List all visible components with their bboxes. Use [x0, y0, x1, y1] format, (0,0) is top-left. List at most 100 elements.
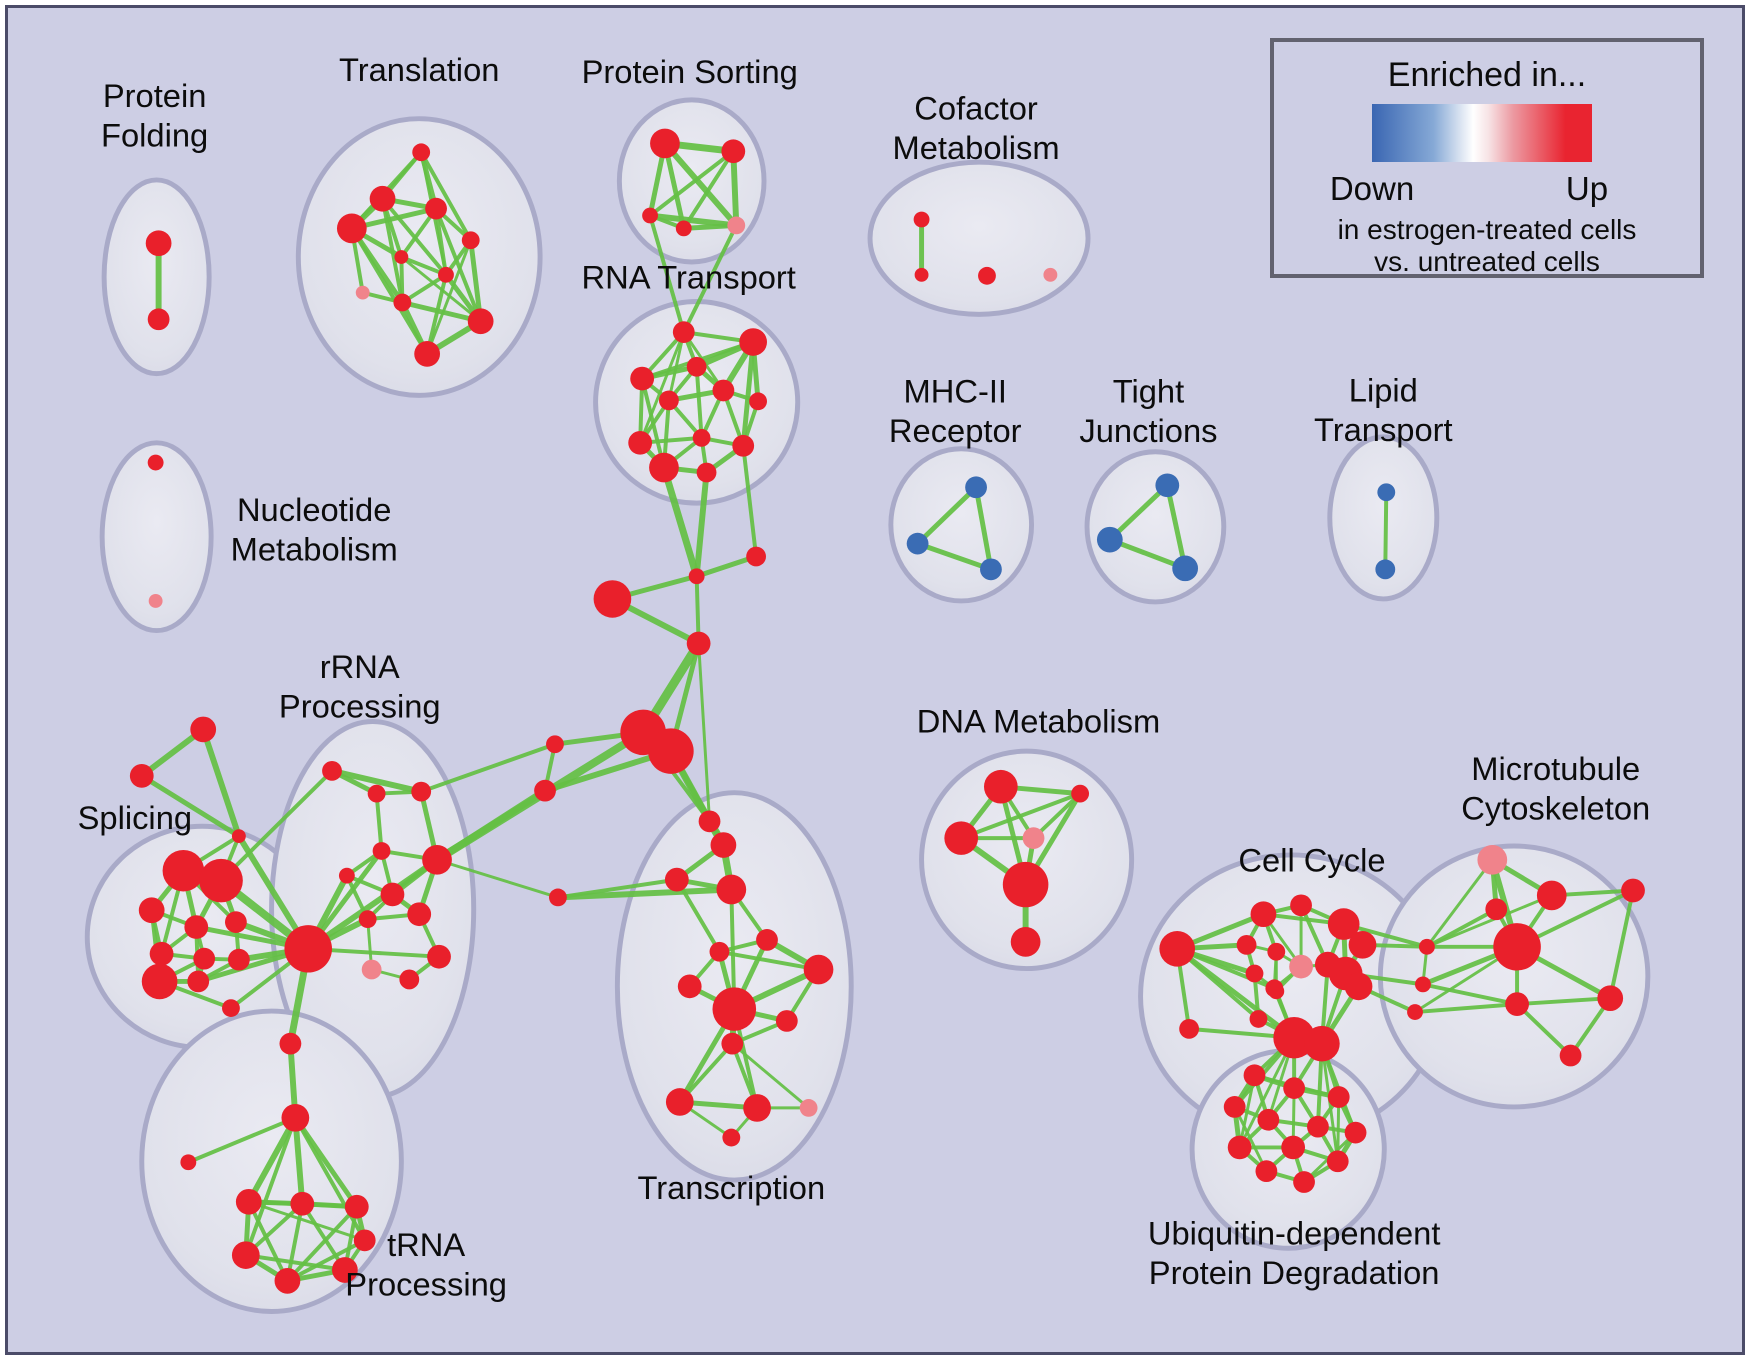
- node-rt7: [628, 430, 653, 455]
- node-t9: [775, 1010, 798, 1032]
- node-bc2: [1407, 1004, 1423, 1020]
- node-tn5: [332, 1257, 358, 1283]
- node-bc0: [1418, 938, 1435, 955]
- node-pf1: [147, 308, 170, 331]
- node-tr5: [394, 250, 409, 264]
- node-l1: [1375, 559, 1396, 580]
- node-tr4: [461, 231, 480, 250]
- node-mtp: [1477, 845, 1508, 875]
- node-tr0: [412, 143, 431, 162]
- edge-c1-rr2: [419, 742, 557, 794]
- node-tn1: [290, 1191, 315, 1216]
- node-ti: [180, 1154, 197, 1171]
- node-M1: [284, 925, 333, 973]
- node-sp6: [193, 947, 216, 970]
- node-t12: [743, 1094, 771, 1122]
- node-rt4: [712, 379, 735, 402]
- edge-d1-d2: [959, 791, 1083, 841]
- node-ccl: [1159, 931, 1196, 967]
- node-ps0: [650, 128, 680, 159]
- edge-x1-t0: [697, 641, 712, 823]
- cluster-label-cofactor-metabolism-line1: Cofactor: [914, 90, 1038, 127]
- node-d4: [1002, 861, 1049, 908]
- cluster-ellipse-dna-metabolism: [919, 748, 1135, 972]
- node-rr1: [367, 784, 386, 803]
- edge-th-ti: [186, 1115, 298, 1165]
- node-rt0: [672, 321, 695, 344]
- node-rt5: [658, 390, 679, 411]
- cluster-label-microtubule-cytoskeleton-line1: Microtubule: [1471, 750, 1640, 787]
- node-d2: [944, 821, 979, 855]
- cluster-label-lipid-transport-line2: Transport: [1314, 411, 1453, 448]
- edge-rr7-M1: [305, 856, 441, 952]
- node-tn0: [235, 1188, 262, 1215]
- edge-mt3-mt5: [1608, 888, 1635, 1001]
- legend-gradient-bar: [1372, 104, 1592, 162]
- node-tn6: [353, 1229, 376, 1252]
- node-sp8: [141, 963, 178, 1000]
- node-u10: [1326, 1150, 1349, 1173]
- node-l0: [1377, 483, 1396, 502]
- cluster-label-mhc-ii-receptor-line1: MHC-II: [904, 372, 1007, 409]
- edge-x0-j1: [694, 554, 759, 579]
- edge-ps2-rt0: [648, 213, 686, 335]
- node-tr6: [438, 266, 454, 283]
- edge-t10-t13: [730, 1042, 811, 1110]
- node-cy12: [1249, 1010, 1268, 1028]
- node-sp1: [199, 858, 243, 903]
- cluster-label-ubiquitin-dependent-protein-degradation-line1: Ubiquitin-dependent: [1148, 1214, 1441, 1251]
- cluster-label-transcription: Transcription: [637, 1169, 825, 1206]
- node-rt10: [649, 452, 679, 483]
- cluster-ellipse-cofactor-metabolism: [867, 159, 1091, 317]
- node-tj2: [1172, 555, 1199, 582]
- node-pf0: [145, 230, 172, 257]
- cluster-label-tight-junctions-line2: Junctions: [1079, 412, 1217, 449]
- edge-rt9-x0: [741, 443, 759, 559]
- node-rr11: [399, 969, 420, 990]
- node-ps4: [727, 216, 746, 235]
- node-t14: [722, 1128, 741, 1147]
- edge-th-tn1: [292, 1114, 306, 1207]
- node-rr0: [322, 761, 342, 781]
- legend-caption-line1: in estrogen-treated cells: [1337, 214, 1637, 245]
- node-u11: [1293, 1171, 1315, 1193]
- node-j1: [688, 568, 705, 585]
- node-mt4: [1505, 992, 1529, 1016]
- node-u2: [1327, 1086, 1350, 1108]
- node-mt6: [1559, 1044, 1582, 1067]
- node-tr3: [336, 213, 367, 244]
- edge-tr8-tr9: [399, 300, 484, 324]
- edge-m1-m2: [915, 541, 994, 572]
- node-g0: [190, 716, 217, 743]
- node-x1: [686, 631, 711, 656]
- node-rr2: [411, 781, 432, 802]
- node-cy13: [1179, 1018, 1200, 1039]
- node-u0: [1243, 1064, 1266, 1087]
- node-ps2: [642, 207, 659, 224]
- edge-rt10-j1: [660, 464, 701, 580]
- edge-tr5-tr6: [399, 255, 448, 277]
- node-m0: [965, 476, 987, 499]
- node-th: [281, 1103, 310, 1132]
- edge-tn0-tn4: [246, 1199, 290, 1283]
- legend-up-label: Up: [1565, 170, 1609, 207]
- cluster-label-protein-sorting: Protein Sorting: [582, 53, 798, 90]
- edge-rt1-rt9: [740, 339, 756, 449]
- node-cf2: [978, 266, 996, 285]
- edge-t2-t4: [674, 877, 722, 954]
- node-t1: [710, 832, 737, 858]
- edge-m0-m2: [973, 484, 994, 572]
- node-tr7: [355, 285, 370, 300]
- node-cy2: [1327, 908, 1360, 940]
- node-n1: [148, 594, 163, 608]
- edge-t3-cc: [554, 886, 735, 901]
- edge-g1-g2: [139, 773, 242, 839]
- node-tn3: [231, 1241, 260, 1269]
- cluster-label-nucleotide-metabolism-line2: Metabolism: [231, 530, 398, 567]
- edge-tr0-tr4: [419, 150, 473, 243]
- node-rt8: [692, 428, 711, 447]
- node-rr7: [422, 845, 452, 875]
- cluster-label-ubiquitin-dependent-protein-degradation-line2: Protein Degradation: [1149, 1254, 1440, 1291]
- legend-title: Enriched in...: [1387, 56, 1587, 94]
- node-t4: [709, 941, 730, 962]
